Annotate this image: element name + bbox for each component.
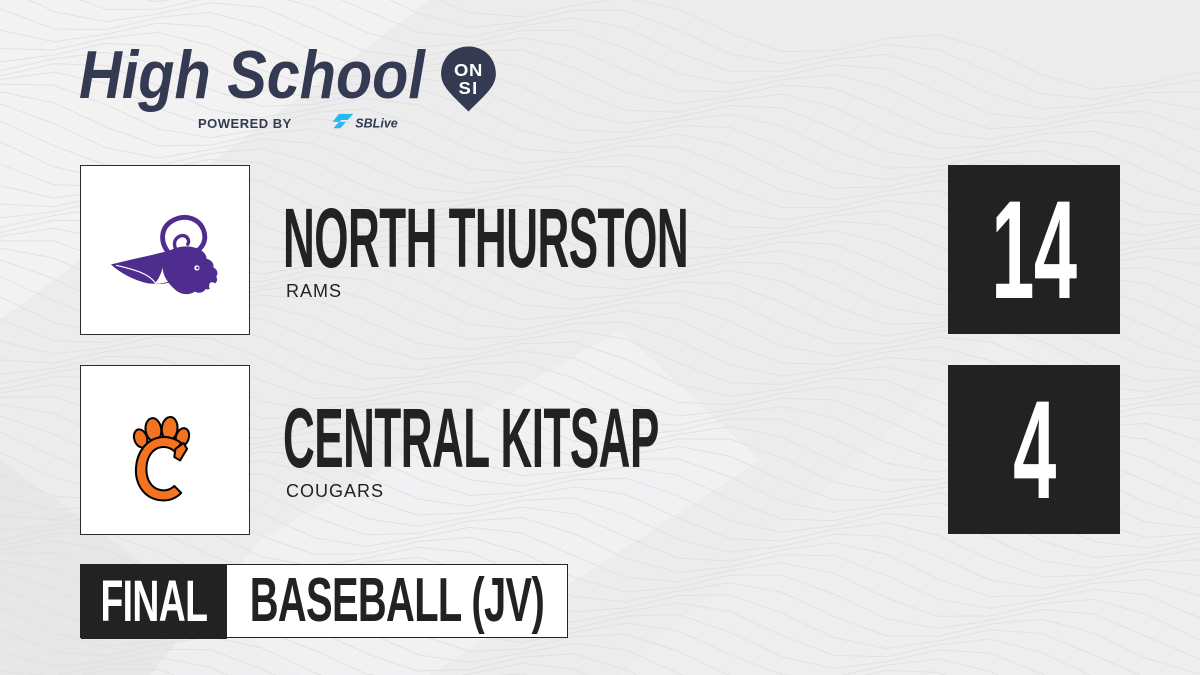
svg-text:SI: SI xyxy=(459,78,479,97)
svg-text:SBLive: SBLive xyxy=(355,116,398,130)
svg-text:ON: ON xyxy=(454,61,483,80)
